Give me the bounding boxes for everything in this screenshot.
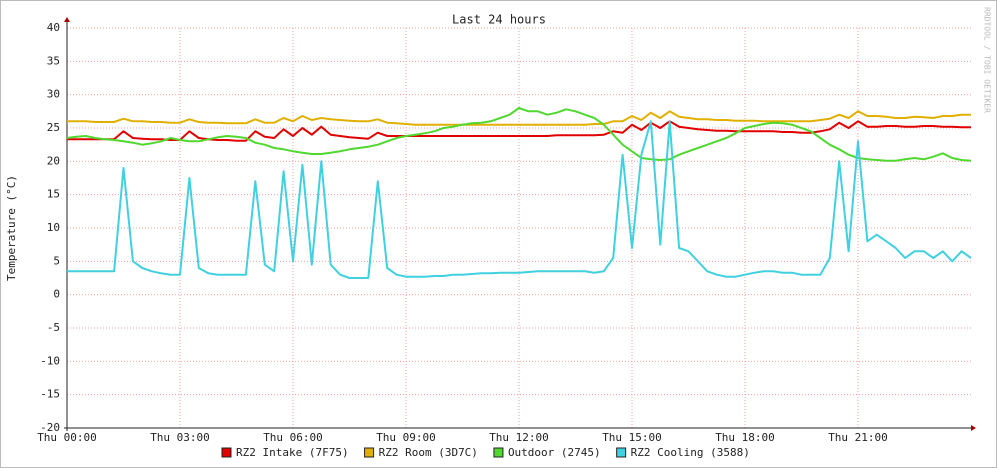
x-tick-label: Thu 09:00 [376, 431, 436, 444]
legend-label: Outdoor (2745) [508, 446, 601, 459]
y-tick-label: 15 [47, 188, 60, 201]
y-tick-label: 20 [47, 154, 60, 167]
series-line [67, 120, 972, 279]
series-line [67, 110, 971, 126]
y-tick-label: -20 [40, 421, 60, 434]
series-line [66, 107, 972, 162]
legend-item: Outdoor (2745) [493, 446, 601, 459]
legend-item: RZ2 Intake (7F75) [221, 446, 349, 459]
series-line [67, 120, 971, 142]
watermark: RRDTOOL / TOBI OETIKER [983, 7, 992, 113]
axis-arrow [971, 425, 976, 431]
y-tick-label: -15 [40, 388, 60, 401]
legend-label: RZ2 Room (3D7C) [379, 446, 478, 459]
x-tick-label: Thu 21:00 [828, 431, 888, 444]
y-tick-label: 25 [47, 121, 60, 134]
y-tick-label: -10 [40, 354, 60, 367]
y-tick-label: 10 [47, 221, 60, 234]
legend-swatch [616, 447, 627, 458]
y-tick-label: 5 [53, 254, 60, 267]
axis-arrow [64, 17, 70, 22]
y-tick-label: 40 [47, 21, 60, 34]
x-tick-label: Thu 03:00 [150, 431, 210, 444]
legend-item: RZ2 Cooling (3588) [616, 446, 750, 459]
y-tick-label: 30 [47, 88, 60, 101]
y-tick-label: 35 [47, 54, 60, 67]
x-tick-label: Thu 18:00 [715, 431, 775, 444]
x-tick-label: Thu 00:00 [37, 431, 97, 444]
legend-swatch [493, 447, 504, 458]
legend-label: RZ2 Cooling (3588) [631, 446, 750, 459]
legend-swatch [221, 447, 232, 458]
x-tick-label: Thu 06:00 [263, 431, 323, 444]
legend-item: RZ2 Room (3D7C) [364, 446, 478, 459]
y-axis-label: Temperature (°C) [5, 175, 18, 281]
chart-title: Last 24 hours [452, 13, 546, 27]
legend-label: RZ2 Intake (7F75) [236, 446, 349, 459]
legend-swatch [364, 447, 375, 458]
x-tick-label: Thu 15:00 [602, 431, 662, 444]
y-tick-label: 0 [53, 288, 60, 301]
x-tick-label: Thu 12:00 [489, 431, 549, 444]
y-tick-label: -5 [47, 321, 60, 334]
